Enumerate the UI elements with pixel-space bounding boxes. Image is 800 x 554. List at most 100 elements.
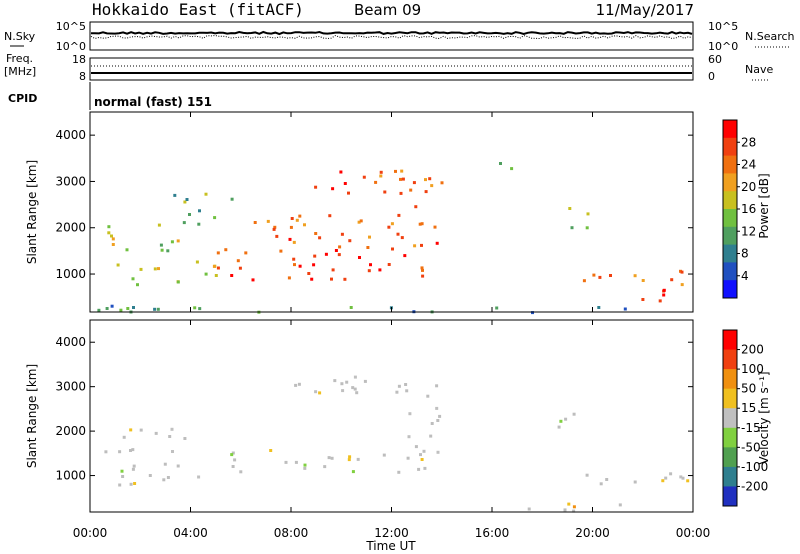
- velocity-cell-1-6: [139, 428, 143, 432]
- power-cell-9-2: [680, 283, 684, 287]
- velocity-colorbar-swatch-8: [723, 486, 737, 507]
- velocity-cell-3-1: [297, 382, 301, 386]
- power-cell-4-9: [387, 225, 391, 229]
- velocity-cell-1-9: [183, 437, 187, 440]
- velocity-cell-6-3: [686, 479, 690, 483]
- power-colorbar-swatch-7: [723, 244, 737, 263]
- velocity-cell-2-17: [422, 449, 426, 453]
- velocity-cell-4-0: [435, 406, 439, 410]
- power-cell-3-22: [236, 259, 240, 263]
- velocity-cell-7-4: [567, 502, 571, 506]
- power-colorbar-swatch-4: [723, 191, 737, 210]
- power-cell-9-3: [633, 274, 637, 278]
- velocity-scatter: [104, 375, 690, 513]
- power-cell-7-0: [510, 167, 514, 171]
- velocity-cell-0-1: [129, 482, 133, 486]
- velocity-colorbar-tick-5: -50: [741, 440, 761, 454]
- velocity-cell-3-9: [363, 379, 367, 383]
- xtick-label-0: 00:00: [73, 526, 108, 540]
- velocity-colorbar-tick-6: -100: [741, 460, 768, 474]
- velocity-colorbar-swatch-4: [723, 408, 737, 429]
- power-cell-5-13: [394, 169, 397, 173]
- power-cell-8-1: [570, 226, 574, 230]
- velocity-cell-5-1: [559, 419, 563, 423]
- velocity-cell-4-8: [430, 422, 434, 425]
- power-cell-4-25: [366, 246, 370, 249]
- power-cell-3-30: [216, 251, 220, 255]
- power-cell-3-14: [230, 274, 234, 277]
- freq-tick-top: 18: [72, 53, 86, 66]
- velocity-cell-6-5: [664, 476, 668, 480]
- xtick-label-6: 00:00: [676, 526, 711, 540]
- power-cell-3-21: [378, 268, 382, 272]
- velocity-ytick-label-1: 2000: [55, 424, 86, 438]
- power-panel: 1000 2000 3000 4000 Slant Range [km] 4 8 12 16…: [25, 111, 771, 315]
- velocity-cell-7-3: [563, 508, 567, 512]
- power-cell-1-6: [110, 234, 113, 238]
- power-cell-6-8: [435, 241, 439, 245]
- velocity-cell-3-12: [397, 384, 401, 388]
- power-cell-4-12: [340, 232, 344, 236]
- velocity-cell-3-0: [345, 380, 349, 384]
- velocity-cell-2-13: [284, 460, 288, 464]
- velocity-cell-4-3: [438, 414, 442, 418]
- power-cell-3-17: [420, 266, 424, 270]
- power-cell-4-13: [348, 239, 352, 243]
- velocity-colorbar-label: Velocity [m s⁻¹]: [757, 371, 771, 464]
- velocity-cell-6-6: [679, 475, 683, 479]
- power-cell-3-16: [279, 249, 283, 253]
- power-cell-9-8: [582, 279, 586, 283]
- power-cell-3-11: [421, 274, 425, 278]
- date-label: 11/May/2017: [596, 1, 694, 19]
- velocity-xlabel: Time UT: [365, 539, 416, 553]
- velocity-cell-0-4: [197, 475, 201, 479]
- power-cell-3-2: [312, 263, 316, 267]
- velocity-cell-0-12: [118, 483, 122, 487]
- power-cell-10-0: [658, 299, 662, 303]
- power-cell-3-26: [224, 248, 228, 252]
- velocity-cell-0-3: [121, 475, 125, 478]
- velocity-cell-3-7: [318, 391, 322, 395]
- power-cell-5-10: [374, 180, 378, 184]
- velocity-cell-6-2: [605, 478, 609, 481]
- cpid-value: normal (fast) 151: [94, 95, 212, 109]
- power-cell-0-11: [176, 280, 180, 284]
- power-cell-4-16: [397, 213, 401, 217]
- velocity-cell-4-6: [435, 384, 439, 388]
- power-cell-6-7: [418, 222, 422, 226]
- power-colorbar-swatch-0: [723, 120, 737, 139]
- power-cell-3-13: [244, 251, 248, 255]
- nsky-tick-top: 10^5: [56, 20, 86, 33]
- power-cell-11-4: [126, 307, 130, 310]
- velocity-cell-0-7: [176, 464, 180, 468]
- velocity-cell-2-19: [330, 456, 334, 460]
- power-cell-5-8: [399, 177, 402, 181]
- power-cell-6-9: [412, 181, 416, 185]
- power-cell-1-1: [157, 223, 161, 227]
- power-cell-11-5: [193, 306, 197, 310]
- power-cell-4-1: [396, 232, 400, 236]
- velocity-cell-6-9: [585, 473, 589, 477]
- velocity-cell-2-16: [351, 470, 355, 474]
- power-cell-8-0: [585, 226, 589, 230]
- power-cell-3-32: [287, 276, 291, 280]
- freq-panel: Freq. [MHz] 18 8 60 0 Nave: [4, 52, 773, 83]
- power-cell-6-3: [424, 178, 427, 182]
- velocity-cell-1-1: [131, 448, 135, 452]
- power-colorbar-swatch-8: [723, 262, 737, 281]
- power-cell-2-6: [173, 193, 177, 197]
- power-cell-11-1: [110, 304, 114, 308]
- power-cell-4-26: [328, 214, 332, 218]
- power-cell-1-3: [166, 249, 170, 253]
- power-cell-5-0: [383, 190, 387, 194]
- power-cell-4-19: [303, 223, 306, 227]
- power-cell-5-9: [339, 170, 343, 174]
- power-colorbar-tick-6: 28: [741, 135, 756, 149]
- power-cell-4-5: [273, 225, 277, 229]
- velocity-cell-2-7: [420, 458, 424, 461]
- power-cell-1-8: [125, 248, 129, 252]
- power-cell-4-15: [390, 222, 394, 226]
- velocity-colorbar-tick-0: 200: [741, 343, 764, 357]
- velocity-cell-3-5: [294, 383, 298, 387]
- nsky-panel: N.Sky 10^5 10^0 10^5 10^0 N.Search: [4, 20, 795, 53]
